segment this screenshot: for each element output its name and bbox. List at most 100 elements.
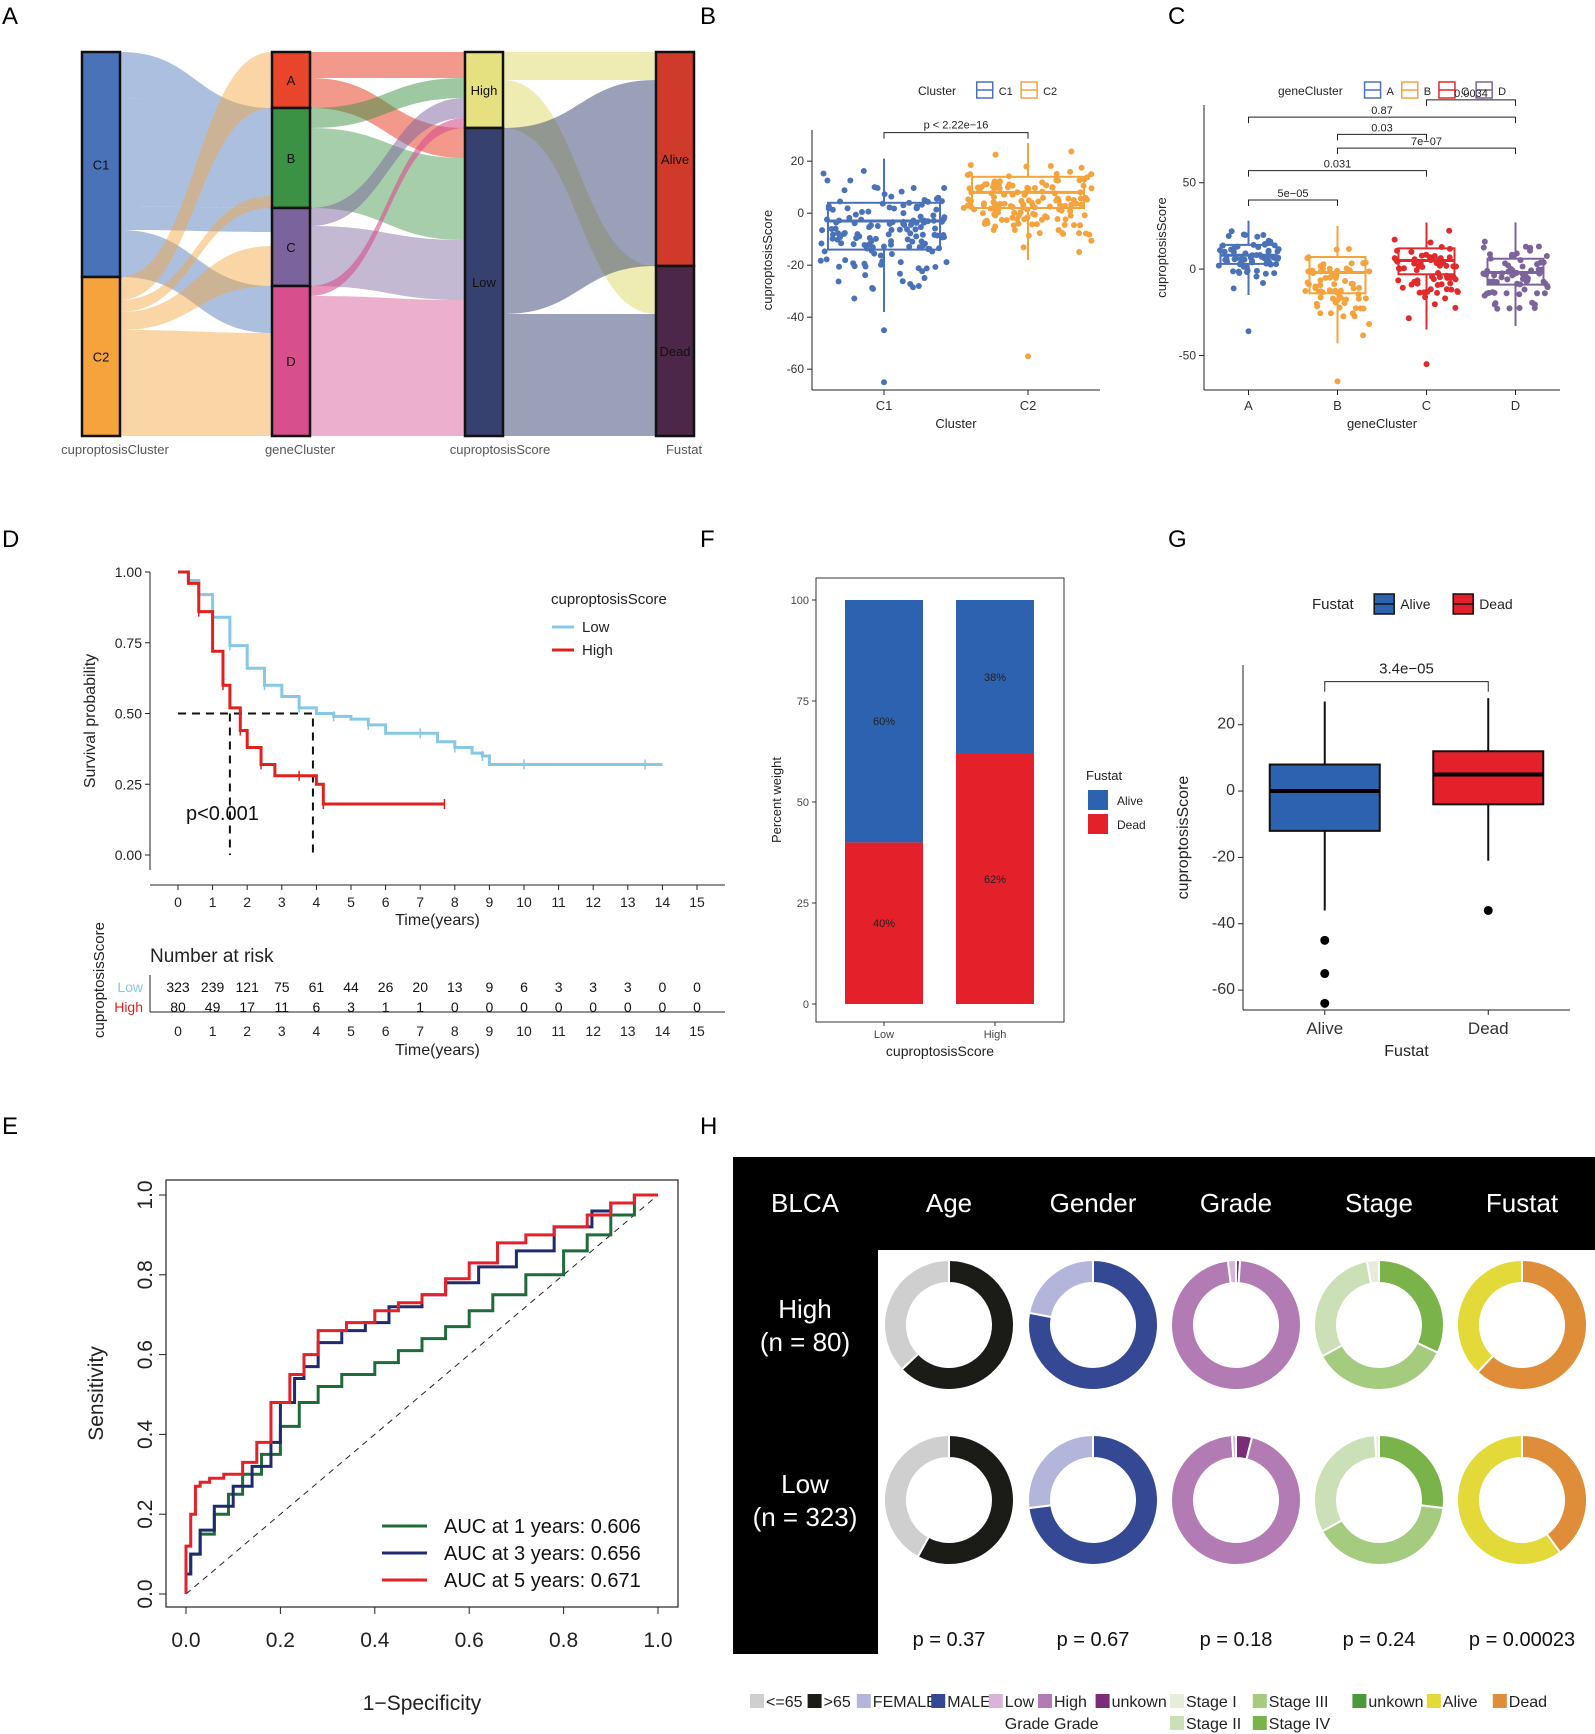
data-point	[1326, 287, 1333, 294]
data-point	[888, 226, 895, 233]
sankey-node-label-d: D	[286, 354, 295, 369]
data-point	[1076, 230, 1083, 237]
data-point	[872, 235, 879, 242]
sankey-node-label-c1: C1	[93, 158, 110, 173]
risk-value: 3	[555, 979, 563, 995]
x-axis-title: cuproptosisScore	[886, 1043, 994, 1059]
data-point	[1454, 289, 1461, 296]
data-point	[1062, 216, 1069, 223]
data-point	[908, 221, 915, 228]
risk-value: 0	[693, 999, 701, 1015]
comparison-pvalue: 0.0034	[1454, 88, 1488, 100]
legend-label: C1	[999, 86, 1013, 98]
sankey-node-alive	[654, 50, 696, 268]
column-pvalue: p = 0.18	[1200, 1629, 1273, 1651]
x-tick-label: 2	[243, 894, 251, 910]
x-axis-title: Cluster	[935, 416, 977, 431]
y-tick-label: 50	[797, 797, 809, 809]
corner-label: BLCA	[771, 1188, 840, 1218]
km-survival-panel: 1.000.750.500.250.000 1 2 3 4 5 6 7 8 9 10 11 12 13 14…	[82, 564, 725, 1059]
legend-label: AUC at 1 years: 0.606	[444, 1516, 641, 1538]
legend-label: High	[1054, 1694, 1087, 1711]
sankey-node-label-c2: C2	[93, 350, 110, 365]
data-point	[933, 195, 940, 202]
donut-slice	[916, 1433, 1015, 1566]
x-tick-label: C	[1422, 398, 1431, 413]
data-point	[1015, 220, 1022, 227]
data-point	[981, 220, 988, 227]
data-point	[933, 206, 940, 213]
x-tick-label: 0.8	[549, 1629, 578, 1652]
y-tick-label: 0.25	[115, 776, 142, 792]
sankey-node-c1	[80, 50, 122, 279]
y-tick-label: 0	[1226, 782, 1235, 799]
risk-value: 80	[170, 999, 186, 1015]
data-point	[904, 226, 911, 233]
panel-letter-a: A	[2, 3, 18, 30]
sankey-flow-c2-d	[120, 330, 272, 436]
legend-label: C2	[1043, 86, 1057, 98]
legend-label: D	[1498, 86, 1506, 98]
risk-x-tick-label: 4	[313, 1023, 321, 1039]
legend-label: Stage III	[1269, 1694, 1329, 1711]
data-point	[1238, 256, 1245, 263]
data-point	[897, 259, 904, 266]
risk-value: 3	[589, 979, 597, 995]
roc-panel: 0.0 0.2 0.4 0.6 0.8 1.0 0.0 0.2 0.4 0.6 0.8 1.0 1−Sp…	[85, 1179, 679, 1715]
risk-value: 26	[378, 979, 394, 995]
x-tick-label: 10	[516, 894, 532, 910]
column-pvalue: p = 0.67	[1057, 1629, 1130, 1651]
legend-key	[1095, 1694, 1110, 1708]
data-point	[1360, 305, 1367, 312]
x-axis-title: geneCluster	[1347, 416, 1418, 431]
y-axis-title: cuproptosisScore	[1175, 776, 1192, 900]
data-point	[866, 224, 873, 231]
data-point	[1502, 260, 1509, 267]
x-tick-label: 6	[382, 894, 390, 910]
panel-letter-h: H	[700, 1113, 717, 1140]
x-tick-label: C2	[1020, 398, 1037, 413]
legend-label: Dead	[1479, 596, 1512, 612]
y-tick-label: 75	[797, 696, 809, 708]
comparison-bracket	[1337, 147, 1516, 155]
risk-value: 61	[309, 979, 325, 995]
data-point	[967, 171, 974, 178]
data-point	[1343, 265, 1350, 272]
data-point	[1222, 256, 1229, 263]
box-Dead	[1432, 750, 1545, 806]
sankey-node-low	[463, 126, 505, 438]
box-Alive	[1268, 763, 1381, 832]
data-point	[1504, 276, 1511, 283]
data-point	[887, 241, 894, 248]
donut-slice	[1027, 1258, 1159, 1391]
x-tick-label: 14	[655, 894, 671, 910]
y-tick-label: 0.50	[115, 706, 142, 722]
risk-x-tick-label: 12	[585, 1023, 601, 1039]
data-point	[1228, 228, 1235, 235]
donut-slice	[900, 1258, 1015, 1391]
row-sublabel: (n = 323)	[753, 1502, 858, 1532]
data-point	[1427, 286, 1434, 293]
plot-frame	[815, 577, 1065, 1023]
risk-row-label: Low	[117, 979, 144, 995]
x-tick-label: 5	[347, 894, 355, 910]
data-point	[1314, 303, 1321, 310]
data-point	[1254, 233, 1261, 240]
data-point	[932, 225, 939, 232]
data-point	[1408, 248, 1415, 255]
donut-slice	[1170, 1434, 1302, 1566]
data-point	[1481, 238, 1488, 245]
data-point	[1443, 286, 1450, 293]
data-point	[1348, 280, 1355, 287]
sankey-flow-low-alive	[503, 80, 656, 314]
data-point	[917, 224, 924, 231]
legend-label: <=65	[766, 1694, 803, 1711]
data-point	[1040, 194, 1047, 201]
data-point	[965, 196, 972, 203]
risk-value: 1	[416, 999, 424, 1015]
data-point	[909, 238, 916, 245]
data-point	[1317, 277, 1324, 284]
donut-slice	[1456, 1433, 1562, 1566]
data-point	[1067, 208, 1074, 215]
